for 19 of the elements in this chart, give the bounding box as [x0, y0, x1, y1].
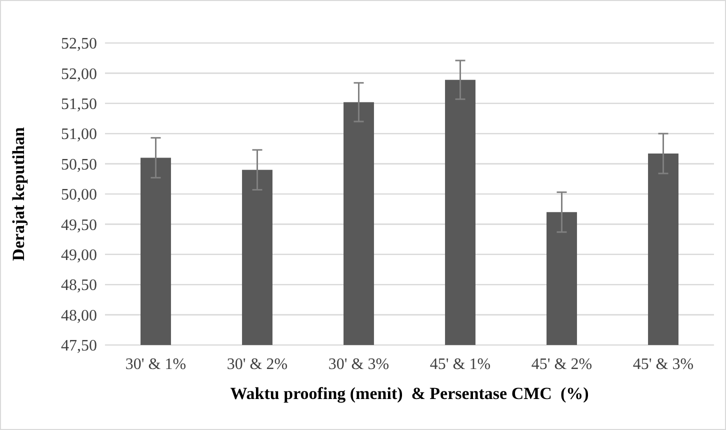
- x-tick-label: 45' & 3%: [632, 356, 694, 373]
- y-tick-label: 51,00: [61, 126, 97, 144]
- y-tick-label: 52,50: [61, 36, 97, 53]
- y-tick-label: 49,00: [61, 247, 97, 264]
- y-tick-label: 51,50: [61, 96, 97, 113]
- y-tick-label: 52,00: [61, 66, 97, 83]
- x-axis-title: Waktu proofing (menit) & Persentase CMC (%): [230, 384, 589, 403]
- x-tick-label: 30' & 2%: [226, 356, 288, 373]
- x-tick-label: 30' & 1%: [125, 356, 186, 373]
- x-tick-label: 45' & 2%: [531, 356, 592, 373]
- y-tick-label: 50,50: [61, 156, 97, 174]
- y-tick-label: 48,50: [61, 277, 97, 294]
- y-tick-label: 50,00: [61, 186, 97, 204]
- x-tick-label: 30' & 3%: [328, 356, 390, 373]
- y-tick-label: 48,00: [61, 307, 97, 324]
- y-tick-label: 47,50: [61, 338, 97, 355]
- y-axis-title: Derajat keputihan: [9, 126, 28, 261]
- y-tick-label: 49,50: [61, 216, 97, 234]
- x-tick-label: 45' & 1%: [430, 356, 491, 373]
